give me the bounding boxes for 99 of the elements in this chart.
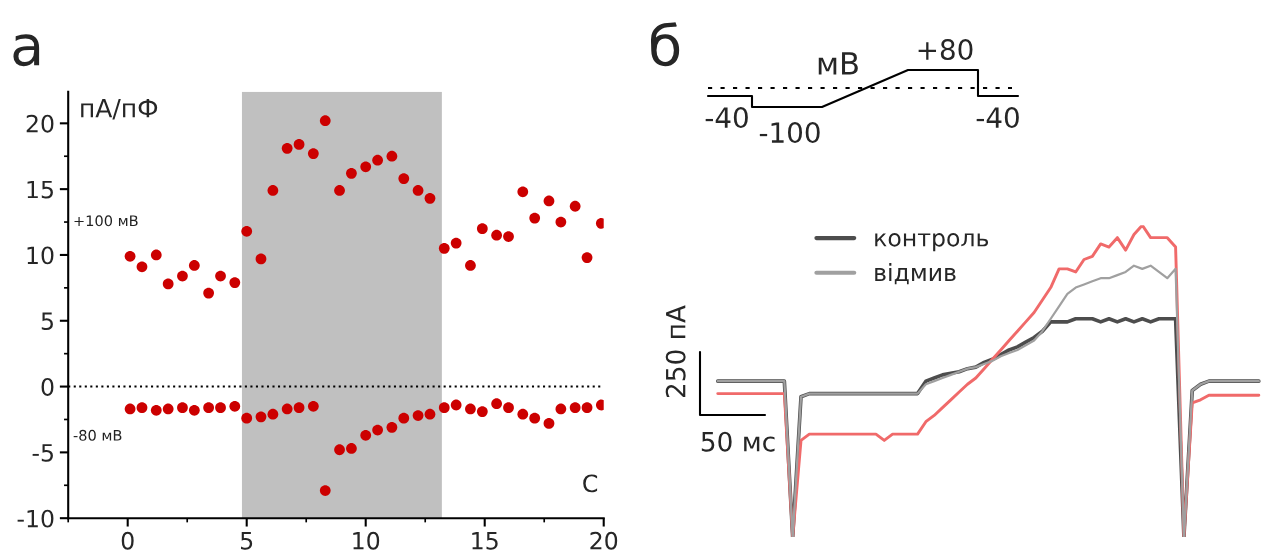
point [203,287,214,299]
text: 250 пА [665,305,686,398]
point [346,443,357,454]
point [267,408,279,420]
point [569,200,581,212]
point [424,408,436,420]
text: -40 [976,107,1019,129]
y-tick-label: 0 [41,378,54,396]
chart-title: б [650,22,680,67]
point [476,223,488,235]
point [465,403,476,415]
point [281,403,293,415]
point [150,249,162,261]
point [581,252,593,263]
y-tick-label: -5 [32,444,53,462]
point [398,173,410,184]
point [386,421,398,433]
point [267,185,279,196]
point [177,270,188,282]
point [188,404,200,416]
point [255,411,267,423]
point [188,260,200,271]
point [241,412,253,424]
point [229,277,241,288]
point [412,410,424,421]
point [529,412,541,424]
text: -100 [759,122,820,144]
point [412,185,424,196]
series-label: +100 мВ [74,215,138,227]
point [177,402,188,414]
point [398,412,410,424]
point [450,237,462,249]
chart-title: а [13,34,40,67]
point [124,250,136,262]
text: +80 [918,39,973,61]
point [476,406,488,417]
point [293,139,305,150]
point [241,225,253,237]
point [319,115,331,127]
point [372,154,383,166]
series-label: -80 мВ [73,429,122,441]
point [346,167,357,179]
x-tick-label: 20 [590,531,618,550]
point [229,400,241,412]
text: -40 [705,107,748,129]
point [503,231,514,242]
point [136,402,148,414]
point [334,444,345,456]
annotation: 50 мс [701,431,775,452]
x-tick-label: 15 [472,532,498,550]
point [465,260,476,271]
point [569,402,581,414]
point [203,402,214,414]
point [503,402,514,414]
point [136,261,148,273]
text: мВ [818,52,858,75]
point [543,418,555,429]
point [334,185,345,196]
point [162,278,174,290]
point [360,161,372,173]
point [555,216,567,228]
point [307,400,319,412]
point [293,402,305,414]
point [255,253,267,265]
point [424,192,436,204]
point [438,242,450,254]
point [491,229,502,241]
y-tick-label: 10 [27,246,54,265]
point [517,408,529,420]
point [281,142,293,154]
point [215,270,226,282]
point [319,485,331,496]
y-tick-label: 15 [27,180,53,199]
point [307,148,319,159]
legend-label: контроль [875,233,989,252]
y-axis-title: пА/пФ [81,98,158,120]
point [491,398,502,410]
legend-label: відмив [875,263,956,285]
x-tick-label: 0 [121,531,134,550]
point [360,429,372,441]
point [555,403,567,415]
point [517,186,529,198]
point [529,212,541,224]
y-tick-label: 5 [41,312,53,331]
x-axis-title: С [583,474,598,493]
point [581,402,593,414]
point [543,195,555,207]
point [372,424,383,436]
x-tick-label: 10 [353,531,380,550]
y-tick-label: -10 [17,509,54,528]
x-tick-label: 5 [241,532,253,550]
point [150,404,162,416]
point [215,402,226,414]
point [162,403,174,415]
point [386,150,398,162]
point [124,403,136,415]
y-tick-label: 20 [26,114,54,133]
point [450,399,462,411]
point [438,402,450,414]
